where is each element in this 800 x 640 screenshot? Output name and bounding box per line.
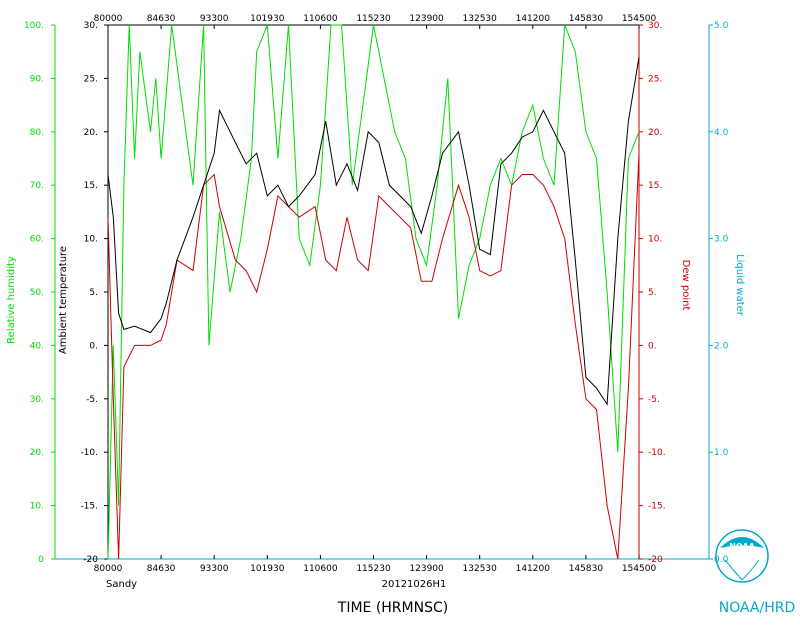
bottom-time-tick-label: 132530 [463, 564, 498, 574]
bottom-time-tick-label: 80000 [94, 564, 123, 574]
top-time-tick-label: 115230 [356, 14, 391, 24]
dewpoint-tick-label: 15. [648, 181, 662, 191]
rh-tick-label: 0 [38, 555, 44, 565]
top-time-tick-label: 110600 [303, 14, 338, 24]
bottom-time-tick-label: 110600 [303, 564, 338, 574]
agency-label: NOAA/HRD [719, 600, 796, 616]
dewpoint-ticks: -20 -15. -10. -5. 0. 5. 10. 15. 20. 25. 30. [639, 21, 666, 565]
rh-tick-label: 50. [30, 288, 44, 298]
dewpoint-tick-label: 25. [648, 74, 662, 84]
dewpoint-tick-label: 0. [648, 341, 657, 351]
top-time-tick-label: 154500 [622, 14, 657, 24]
bottom-time-tick-label: 145830 [569, 564, 604, 574]
top-time-tick-label: 123900 [409, 14, 444, 24]
bottom-time-tick-label: 93300 [200, 564, 229, 574]
temp-tick-label: -20 [83, 555, 98, 565]
liquid-water-tick-label: 5.0 [714, 21, 729, 31]
liquid-water-tick-label: 4.0 [714, 128, 729, 138]
dewpoint-tick-label: -10. [648, 448, 666, 458]
top-time-ticks: 80000 84630 93300 101930 110600 115230 123900 1… [94, 14, 657, 29]
temp-tick-label: 20. [84, 128, 98, 138]
bottom-time-tick-label: 154500 [622, 564, 657, 574]
rh-axis-label: Relative humidity [6, 256, 17, 344]
dewpoint-tick-label: -20 [648, 555, 663, 565]
temp-tick-label: 15. [84, 181, 98, 191]
liquid-water-tick-label: 3.0 [714, 235, 729, 245]
rh-ticks: 0 10. 20. 30. 40. 50. 60. 70. 80. 90. 100. [24, 21, 55, 565]
rh-tick-label: 30. [30, 395, 44, 405]
storm-name-label: Sandy [106, 579, 137, 590]
dewpoint-tick-label: -5. [648, 395, 660, 405]
top-time-tick-label: 101930 [250, 14, 285, 24]
ambient-temperature-series-line [107, 56, 640, 406]
bottom-time-tick-label: 101930 [250, 564, 285, 574]
series-layer [107, 24, 640, 560]
dewpoint-axis-label: Dew point [680, 260, 691, 311]
dewpoint-tick-label: 5. [648, 288, 657, 298]
flight-id-label: 20121026H1 [382, 579, 447, 590]
temp-ticks: -20 -15. -10. -5. 0. 5. 10. 15. 20. 25. 30. [80, 21, 108, 565]
rh-tick-label: 20. [30, 448, 44, 458]
noaa-logo: NOAA [715, 529, 769, 583]
bottom-time-tick-label: 84630 [147, 564, 176, 574]
temp-tick-label: 5. [89, 288, 98, 298]
rh-tick-label: 60. [30, 235, 44, 245]
temp-tick-label: -5. [86, 395, 98, 405]
rh-tick-label: 100. [24, 21, 44, 31]
liquid-water-ticks: 0.0 1.0 2.0 3.0 4.0 5.0 [709, 21, 729, 565]
relative-humidity-series-line [107, 24, 640, 560]
liquid-water-tick-label: 0.0 [714, 555, 729, 565]
top-time-tick-label: 141200 [516, 14, 551, 24]
dewpoint-tick-label: 10. [648, 235, 662, 245]
temp-tick-label: 25. [84, 74, 98, 84]
bottom-time-tick-label: 141200 [516, 564, 551, 574]
rh-tick-label: 80. [30, 128, 44, 138]
top-time-tick-label: 145830 [569, 14, 604, 24]
top-time-tick-label: 132530 [463, 14, 498, 24]
svg-text:NOAA: NOAA [729, 542, 755, 551]
temp-tick-label: -10. [80, 448, 98, 458]
x-axis-title: TIME (HRMNSC) [337, 600, 448, 616]
rh-tick-label: 70. [30, 181, 44, 191]
temp-axis-label: Ambient temperature [58, 246, 69, 354]
rh-tick-label: 10. [30, 502, 44, 512]
liquid-water-tick-label: 2.0 [714, 341, 729, 351]
bottom-time-tick-label: 115230 [356, 564, 391, 574]
rh-tick-label: 90. [30, 74, 44, 84]
temp-tick-label: 10. [84, 235, 98, 245]
dew-point-series-line [107, 153, 640, 560]
temp-tick-label: 0. [89, 341, 98, 351]
top-time-tick-label: 93300 [200, 14, 229, 24]
dewpoint-tick-label: -15. [648, 502, 666, 512]
dewpoint-tick-label: 20. [648, 128, 662, 138]
rh-tick-label: 40. [30, 341, 44, 351]
liquid-water-tick-label: 1.0 [714, 448, 729, 458]
temp-tick-label: -15. [80, 502, 98, 512]
dewpoint-tick-label: 30. [648, 21, 662, 31]
liquid-water-axis-label: Liquid water [734, 254, 745, 317]
temp-tick-label: 30. [84, 21, 98, 31]
top-time-tick-label: 80000 [94, 14, 123, 24]
bottom-time-tick-label: 123900 [409, 564, 444, 574]
top-time-tick-label: 84630 [147, 14, 176, 24]
bottom-time-ticks: 80000 84630 93300 101930 110600 115230 123900 1… [94, 555, 657, 574]
